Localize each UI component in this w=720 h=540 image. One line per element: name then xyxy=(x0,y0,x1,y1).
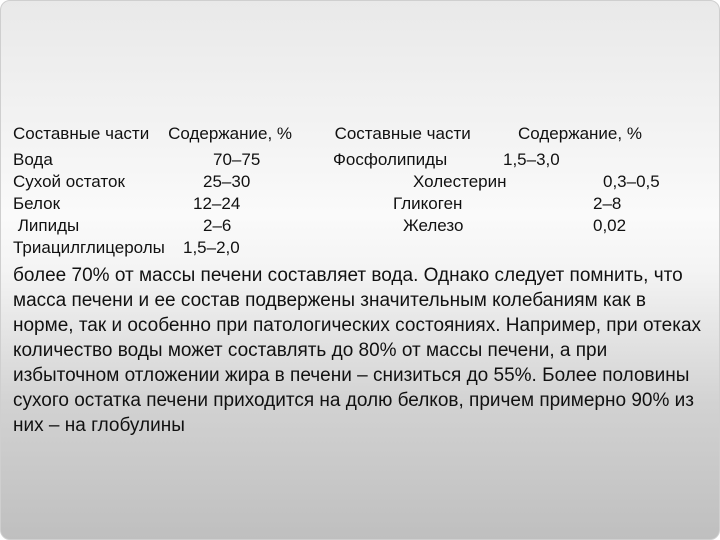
cell-value: 1,5–3,0 xyxy=(503,149,603,171)
table-row: Липиды 2–6 Железо 0,02 xyxy=(13,215,707,237)
top-spacer xyxy=(13,13,707,123)
cell-name: Холестерин xyxy=(413,171,603,193)
cell-name: Триацилглицеролы xyxy=(13,237,183,259)
cell-name: Сухой остаток xyxy=(13,171,203,193)
cell-name: Липиды xyxy=(13,215,203,237)
table-header: Составные части Содержание, % Составные … xyxy=(13,123,707,145)
cell-name: Белок xyxy=(13,193,193,215)
cell-value: 25–30 xyxy=(203,171,413,193)
paragraph-text: более 70% от массы печени составляет вод… xyxy=(13,263,707,438)
composition-table: Вода 70–75 Фосфолипиды 1,5–3,0 Сухой ост… xyxy=(13,149,707,259)
cell-name: Гликоген xyxy=(393,193,593,215)
cell-value: 70–75 xyxy=(213,149,333,171)
cell-value: 12–24 xyxy=(193,193,393,215)
header-left-content: Содержание, % xyxy=(168,124,292,143)
cell-value: 1,5–2,0 xyxy=(183,237,303,259)
table-row: Сухой остаток 25–30 Холестерин 0,3–0,5 xyxy=(13,171,707,193)
table-row: Триацилглицеролы 1,5–2,0 xyxy=(13,237,707,259)
cell-value: 0,02 xyxy=(593,215,693,237)
cell-name: Вода xyxy=(13,149,213,171)
cell-name: Фосфолипиды xyxy=(333,149,503,171)
table-row: Вода 70–75 Фосфолипиды 1,5–3,0 xyxy=(13,149,707,171)
cell-value: 2–6 xyxy=(203,215,403,237)
header-left-components: Составные части xyxy=(13,124,149,143)
header-right-content: Содержание, % xyxy=(518,124,642,143)
cell-name: Железо xyxy=(403,215,593,237)
table-row: Белок 12–24 Гликоген 2–8 xyxy=(13,193,707,215)
header-right-components: Составные части xyxy=(335,124,471,143)
slide-card: Составные части Содержание, % Составные … xyxy=(0,0,720,540)
cell-value: 0,3–0,5 xyxy=(603,171,703,193)
cell-value: 2–8 xyxy=(593,193,693,215)
